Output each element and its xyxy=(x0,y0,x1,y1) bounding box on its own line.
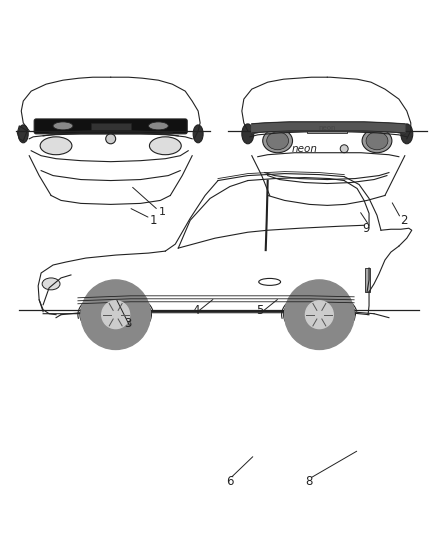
Circle shape xyxy=(102,301,130,329)
Text: 9: 9 xyxy=(362,222,370,235)
Text: neon: neon xyxy=(318,125,336,131)
Circle shape xyxy=(340,145,348,153)
Bar xyxy=(365,268,370,292)
Text: 1: 1 xyxy=(150,214,157,227)
Ellipse shape xyxy=(18,125,28,143)
Ellipse shape xyxy=(40,137,72,155)
FancyBboxPatch shape xyxy=(34,119,187,134)
Text: 2: 2 xyxy=(400,214,408,227)
Text: 1: 1 xyxy=(159,207,166,217)
Ellipse shape xyxy=(362,129,392,153)
Circle shape xyxy=(305,301,333,329)
Ellipse shape xyxy=(53,122,73,130)
Ellipse shape xyxy=(242,124,254,144)
Ellipse shape xyxy=(366,132,388,150)
Ellipse shape xyxy=(193,125,203,143)
Ellipse shape xyxy=(401,124,413,144)
Circle shape xyxy=(285,280,354,350)
Text: 8: 8 xyxy=(306,475,313,488)
Ellipse shape xyxy=(148,122,168,130)
Bar xyxy=(307,123,347,133)
Circle shape xyxy=(81,280,150,350)
Ellipse shape xyxy=(42,278,60,290)
Bar xyxy=(91,123,131,130)
Ellipse shape xyxy=(263,129,293,153)
Text: neon: neon xyxy=(291,144,318,154)
Text: 6: 6 xyxy=(226,475,234,488)
Ellipse shape xyxy=(267,132,289,150)
Ellipse shape xyxy=(149,137,181,155)
Text: 3: 3 xyxy=(124,317,131,330)
Polygon shape xyxy=(252,122,405,133)
Text: 5: 5 xyxy=(256,304,263,317)
Text: 4: 4 xyxy=(192,304,200,317)
Circle shape xyxy=(106,134,116,144)
